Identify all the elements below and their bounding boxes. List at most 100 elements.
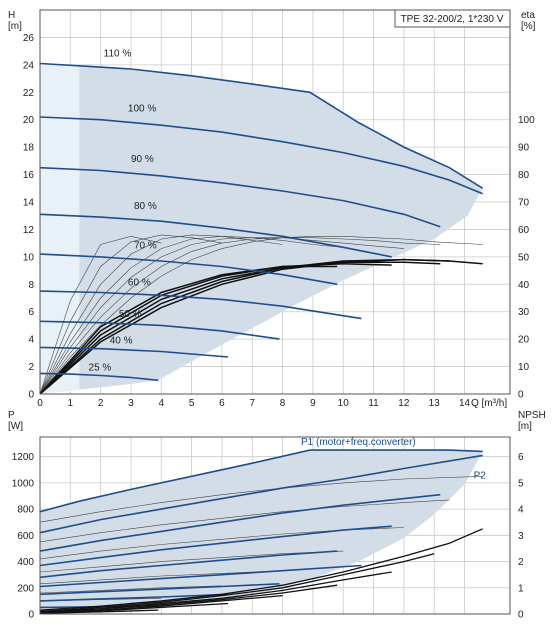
x-tick-label: 7 bbox=[249, 398, 255, 409]
eta-tick-label: 30 bbox=[518, 307, 530, 318]
p2-curve bbox=[39, 476, 483, 523]
axis-label-line: [W] bbox=[8, 421, 23, 432]
speed-label: 80 % bbox=[134, 201, 157, 212]
axis-label-line: H bbox=[8, 10, 15, 21]
npsh-curve bbox=[39, 584, 338, 614]
y-tick-label: 2 bbox=[28, 362, 34, 373]
p1-curve bbox=[39, 454, 483, 534]
efficiency-curve-thin bbox=[39, 236, 483, 395]
y-tick-label: 24 bbox=[23, 60, 35, 71]
speed-label: 90 % bbox=[131, 154, 154, 165]
p-tick-label: 0 bbox=[28, 610, 34, 621]
eta-tick-label: 70 bbox=[518, 198, 530, 209]
title-box-text: TPE 32-200/2, 1*230 V bbox=[401, 14, 504, 25]
head-flow-tick-labels: 0 1 2 3 4 5 6 7 8 9 10 11 12 13 1402468101214161820222… bbox=[23, 33, 535, 409]
y-tick-label: 22 bbox=[23, 88, 35, 99]
eta-tick-label: 90 bbox=[518, 143, 530, 154]
eta-tick-label: 100 bbox=[518, 115, 535, 126]
title-box bbox=[394, 9, 511, 28]
y-tick-label: 20 bbox=[23, 115, 35, 126]
p-tick-label: 600 bbox=[17, 531, 34, 542]
speed-curve bbox=[39, 290, 362, 320]
y-tick-label: 10 bbox=[23, 252, 35, 263]
p1-curve bbox=[39, 493, 441, 552]
head-flow-frame bbox=[39, 9, 511, 395]
speed-label: 50 % bbox=[119, 309, 142, 320]
efficiency-curve bbox=[39, 262, 392, 395]
speed-labels: 110 % 100 % 90 % 80 % 70 % 60 % 50 % 40 % 25 % bbox=[89, 49, 157, 374]
power-npsh-tick-labels: 0 200 400 600 800 1000 1200 0 1 2 3 4 5 6 bbox=[12, 452, 524, 620]
speed-curve bbox=[39, 166, 441, 228]
y-tick-label: 18 bbox=[23, 143, 35, 154]
p1-curve bbox=[39, 564, 362, 588]
speed-label: 70 % bbox=[134, 241, 157, 252]
right-axis-label-eta: eta [%] bbox=[521, 10, 536, 32]
p1-curve bbox=[39, 525, 392, 567]
eta-tick-label: 20 bbox=[518, 335, 530, 346]
npsh-curve bbox=[39, 528, 483, 611]
head-envelope-area bbox=[40, 63, 483, 394]
speed-label: 25 % bbox=[89, 363, 112, 374]
p1-curve bbox=[39, 593, 229, 602]
y-tick-label: 14 bbox=[23, 198, 35, 209]
eta-tick-label: 40 bbox=[518, 280, 530, 291]
npsh-curve bbox=[39, 609, 159, 614]
x-tick-label: 4 bbox=[159, 398, 165, 409]
annotation-p2: P2 bbox=[474, 470, 487, 481]
x-tick-label: 9 bbox=[310, 398, 316, 409]
speed-label: 110 % bbox=[104, 49, 132, 60]
npsh-curve bbox=[39, 602, 229, 614]
x-tick-label: 2 bbox=[98, 398, 104, 409]
power-npsh-panel: 0 200 400 600 800 1000 1200 0 1 2 3 4 5 6 P [W] NPSH [m… bbox=[8, 410, 546, 621]
power-envelope bbox=[40, 450, 483, 613]
axis-label-line: P bbox=[8, 410, 15, 421]
power-npsh-curves bbox=[39, 449, 483, 614]
y-tick-label: 4 bbox=[28, 335, 34, 346]
p2-curve bbox=[39, 570, 283, 585]
npsh-tick-label: 0 bbox=[518, 610, 524, 621]
y-tick-label: 8 bbox=[28, 280, 34, 291]
speed-label: 40 % bbox=[110, 335, 133, 346]
p1-curve bbox=[39, 583, 280, 596]
speed-curve bbox=[39, 253, 338, 286]
x-tick-label: 11 bbox=[368, 398, 379, 409]
x-tick-label: 3 bbox=[128, 398, 134, 409]
eta-tick-label: 50 bbox=[518, 252, 530, 263]
y-tick-label: 12 bbox=[23, 225, 35, 236]
speed-curve bbox=[39, 320, 280, 340]
left-axis-label-h: H [m] bbox=[8, 10, 22, 32]
efficiency-curve-thin bbox=[39, 237, 441, 395]
p2-curve bbox=[39, 585, 222, 594]
x-tick-label: 14 bbox=[459, 398, 471, 409]
x-tick-label: 12 bbox=[398, 398, 410, 409]
axis-label-line: eta bbox=[521, 10, 535, 21]
npsh-tick-label: 4 bbox=[518, 505, 524, 516]
p-tick-label: 200 bbox=[17, 583, 34, 594]
head-flow-panel: 110 % 100 % 90 % 80 % 70 % 60 % 50 % 40 % 25 % 0… bbox=[8, 9, 536, 409]
x-axis-label: Q [m³/h] bbox=[471, 398, 507, 409]
eta-tick-label: 60 bbox=[518, 225, 530, 236]
p-tick-label: 1000 bbox=[12, 478, 35, 489]
x-tick-label: 0 bbox=[37, 398, 43, 409]
right-axis-label-npsh: NPSH [m] bbox=[518, 410, 546, 432]
annotation-p1: P1 (motor+freq.converter) bbox=[301, 437, 416, 448]
efficiency-curve-thin bbox=[39, 235, 344, 395]
efficiency-curve bbox=[39, 265, 338, 395]
speed-curve bbox=[39, 62, 484, 189]
npsh-tick-label: 2 bbox=[518, 557, 524, 568]
speed-curve bbox=[39, 213, 392, 258]
efficiency-curve bbox=[39, 258, 450, 395]
speed-curve bbox=[39, 372, 159, 382]
x-tick-label: 6 bbox=[219, 398, 225, 409]
npsh-tick-label: 3 bbox=[518, 531, 524, 542]
efficiency-curve-thin bbox=[39, 235, 162, 395]
x-tick-label: 13 bbox=[429, 398, 441, 409]
power-envelope-area bbox=[40, 450, 483, 613]
left-axis-label-p: P [W] bbox=[8, 410, 23, 432]
eta-tick-label: 10 bbox=[518, 362, 530, 373]
speed-curve bbox=[39, 346, 229, 358]
y-tick-label: 26 bbox=[23, 33, 35, 44]
speed-label: 100 % bbox=[128, 103, 156, 114]
axis-label-line: [%] bbox=[521, 21, 536, 32]
efficiency-curve bbox=[39, 261, 441, 395]
